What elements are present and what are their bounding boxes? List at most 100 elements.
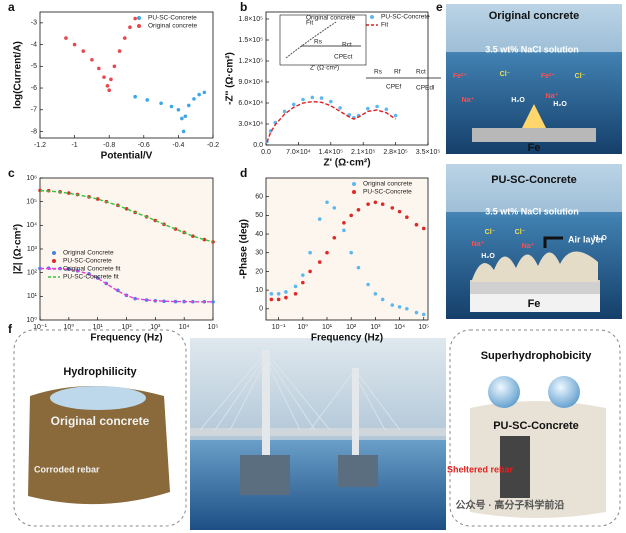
pylon <box>262 350 270 460</box>
data-point <box>293 284 298 289</box>
x-tick-label: 10⁵ <box>208 324 219 331</box>
data-point <box>380 202 385 206</box>
data-point <box>349 250 353 255</box>
illustration-label: Na⁺ <box>522 242 535 250</box>
data-point <box>202 90 207 95</box>
data-point <box>310 95 315 100</box>
illustration-label: Na⁺ <box>546 92 559 100</box>
data-point <box>128 25 132 30</box>
panel-f <box>13 329 621 530</box>
data-point <box>319 96 324 100</box>
deck <box>190 428 446 436</box>
legend-swatch <box>137 16 141 20</box>
data-point <box>366 202 370 206</box>
corrosion-glow <box>522 104 546 128</box>
illustration-label: PU-SC-Concrete <box>491 174 577 186</box>
data-point <box>276 297 281 302</box>
x-tick-label: 10³ <box>370 324 381 331</box>
legend-label: Original Concrete fit <box>63 266 121 273</box>
data-point <box>269 292 274 296</box>
y-tick-label: -8 <box>31 128 37 135</box>
y-tick-label: 10⁰ <box>26 316 37 324</box>
y-tick-label: -7 <box>31 107 37 114</box>
data-point <box>186 103 191 108</box>
panel-letter: e <box>436 0 443 14</box>
y-tick-label: 10¹ <box>27 293 38 300</box>
droplet <box>548 376 580 408</box>
x-tick-label: 10¹ <box>93 324 104 331</box>
illustration-label: PU-SC-Concrete <box>493 420 579 432</box>
air-arrow <box>543 236 563 248</box>
y-tick-label: 20 <box>255 268 263 275</box>
x-tick-label: 10⁻¹ <box>272 324 286 331</box>
steel <box>472 128 596 142</box>
legend-label: Original concrete <box>148 23 198 30</box>
legend-label: Original concrete <box>363 181 413 188</box>
y-axis-label: log(Current/A) <box>13 41 24 109</box>
coating <box>472 251 598 282</box>
pier <box>338 455 378 487</box>
data-point <box>349 213 353 218</box>
data-point <box>176 107 181 112</box>
data-point <box>421 226 426 231</box>
data-point <box>397 209 402 214</box>
data-point <box>329 99 333 104</box>
legend-swatch <box>370 15 374 19</box>
inset-label: Fit <box>306 20 313 27</box>
panel-letter: a <box>8 0 15 14</box>
data-point <box>380 297 385 302</box>
data-point <box>276 292 281 296</box>
illustration-label: Fe <box>528 142 541 154</box>
illustration-label: Sheltered rebar <box>447 464 514 474</box>
illustration-label: H₂O <box>481 253 495 260</box>
data-point <box>325 250 329 255</box>
data-point <box>421 312 426 317</box>
y-tick-label: 10 <box>255 287 263 294</box>
x-tick-label: -0.2 <box>207 142 219 149</box>
data-point <box>356 207 361 212</box>
illustration-label: Cl⁻ <box>500 71 511 78</box>
data-point <box>390 206 395 210</box>
illustration-label: Cl⁻ <box>485 229 496 236</box>
legend-label: PU-SC-Concrete fit <box>63 274 119 281</box>
data-point <box>293 292 298 296</box>
data-point <box>414 222 419 227</box>
data-point <box>192 97 196 101</box>
data-point <box>183 114 188 119</box>
pier <box>240 455 290 495</box>
y-axis-label: |Z| (Ω·cm²) <box>13 224 24 274</box>
illustration-label: H₂O <box>553 101 567 108</box>
data-point <box>181 129 186 134</box>
y-tick-label: 10³ <box>27 246 38 253</box>
illustration-label: H₂O <box>511 97 525 104</box>
data-point <box>90 57 94 62</box>
data-point <box>159 101 163 106</box>
air-region <box>446 164 622 212</box>
water-film <box>50 386 146 410</box>
x-tick-label: 1.4×10⁵ <box>319 149 344 156</box>
y-tick-label: 6.0×10⁴ <box>238 100 263 107</box>
rebar <box>500 436 530 498</box>
steel-base <box>470 294 600 312</box>
data-point <box>308 250 312 255</box>
data-point <box>173 299 178 304</box>
data-point <box>356 265 361 270</box>
y-tick-label: 0.0 <box>253 142 263 149</box>
data-point <box>414 310 419 315</box>
data-point <box>95 197 100 201</box>
data-point <box>133 16 137 21</box>
legend-label: PU-SC-Concrete <box>63 258 112 265</box>
data-point <box>162 299 166 304</box>
inset-label: CPEct <box>334 54 353 61</box>
inset-frame <box>279 14 367 66</box>
data-point <box>102 75 106 79</box>
y-tick-label: 1.8×10⁵ <box>238 16 263 23</box>
data-point <box>301 97 305 102</box>
data-point <box>301 273 305 277</box>
illustration-label: Corroded rebar <box>34 464 100 474</box>
legend-label: Fit <box>381 22 388 29</box>
plot-frame <box>39 11 214 139</box>
x-tick-label: 10⁴ <box>179 324 190 331</box>
x-tick-label: -0.4 <box>172 142 184 149</box>
